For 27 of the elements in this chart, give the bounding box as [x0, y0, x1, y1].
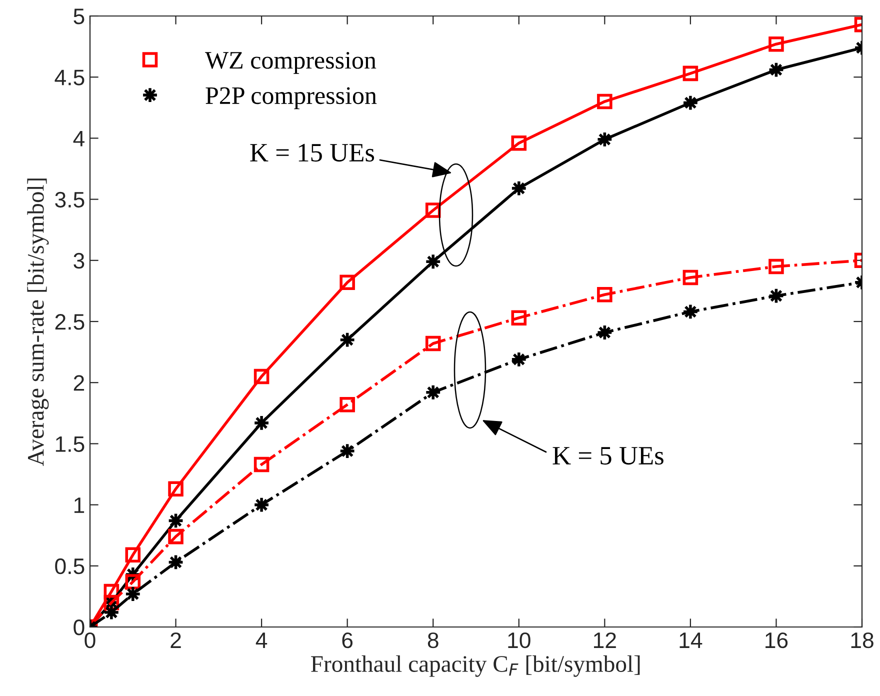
x-axis-title: Fronthaul capacity C$_{F}$ [bit/symbol]	[311, 655, 640, 677]
x-tick-label: 10	[508, 632, 530, 648]
x-tick-label: 8	[428, 632, 438, 648]
y-tick-label: 0.5	[55, 558, 84, 574]
y-tick-label: 4.5	[54, 70, 84, 86]
legend-label: P2P compression	[206, 87, 377, 110]
x-tick-label: 14	[680, 632, 702, 648]
x-tick-label: 6	[342, 632, 353, 648]
x-tick-label: 2	[170, 632, 181, 648]
y-tick-label: 3	[74, 252, 84, 269]
y-tick-label: 1.5	[56, 436, 84, 452]
x-tick-label: 16	[766, 632, 788, 648]
y-axis-title: Average sum-rate [bit/symbol]	[27, 178, 49, 466]
y-tick-label: 4	[73, 130, 84, 146]
y-tick-label: 5	[74, 8, 84, 24]
y-tick-label: 0	[74, 620, 84, 636]
y-tick-label: 2	[74, 375, 84, 391]
x-tick-label: 4	[256, 632, 268, 648]
annotation: K = 15 UEs	[250, 144, 374, 162]
y-tick-label: 3.5	[55, 192, 84, 208]
legend-label: WZ compression	[205, 52, 376, 74]
x-tick-label: 12	[594, 632, 616, 648]
x-tick-label: 0	[84, 632, 96, 648]
annotation: K = 5 UEs	[552, 447, 664, 465]
y-tick-label: 2.5	[55, 314, 84, 330]
x-tick-label: 18	[851, 632, 874, 648]
y-tick-label: 1	[74, 498, 84, 513]
